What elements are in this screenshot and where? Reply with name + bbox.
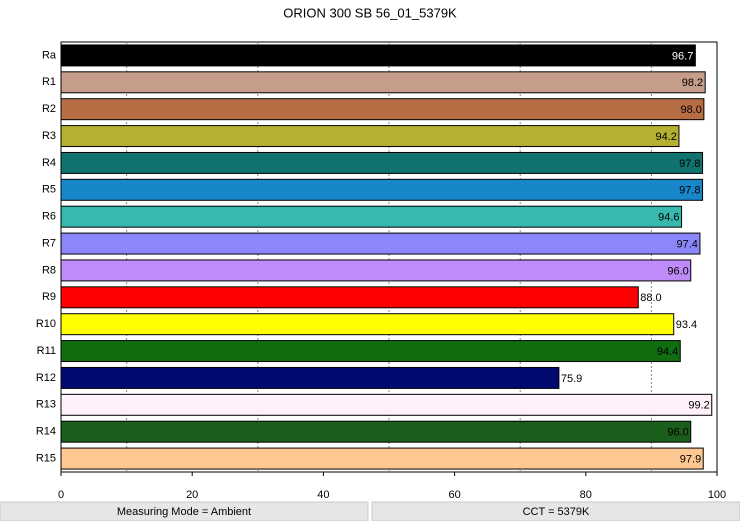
value-label: 99.2 xyxy=(688,400,709,412)
x-tick-label: 100 xyxy=(708,489,726,501)
bar xyxy=(60,44,696,67)
y-tick-label: R5 xyxy=(42,184,56,196)
y-tick-label: R1 xyxy=(42,76,56,88)
bar xyxy=(60,340,681,363)
value-label: 97.9 xyxy=(680,453,701,465)
bar xyxy=(60,420,692,443)
bar xyxy=(60,125,680,148)
y-tick-label: R7 xyxy=(42,237,56,249)
y-tick-label: R2 xyxy=(42,103,56,115)
bar xyxy=(60,286,639,309)
y-tick-label: R14 xyxy=(36,426,56,438)
bar xyxy=(60,447,704,470)
bar xyxy=(60,366,560,389)
bar xyxy=(60,313,675,336)
y-tick-label: R6 xyxy=(42,211,56,223)
value-label: 96.0 xyxy=(667,265,688,277)
value-label: 97.8 xyxy=(679,185,700,197)
footer-text: CCT = 5379K xyxy=(523,506,590,518)
bar xyxy=(60,232,701,255)
value-label: 96.7 xyxy=(672,50,693,62)
value-label: 98.2 xyxy=(682,77,703,89)
y-tick-label: R8 xyxy=(42,264,56,276)
footer-text: Measuring Mode = Ambient xyxy=(117,506,251,518)
y-tick-label: R4 xyxy=(42,157,56,169)
value-label: 94.4 xyxy=(657,346,678,358)
y-tick-label: R15 xyxy=(36,452,56,464)
y-tick-label: R10 xyxy=(36,318,56,330)
x-tick-label: 40 xyxy=(317,489,329,501)
bar xyxy=(60,205,683,228)
x-tick-label: 0 xyxy=(58,489,64,501)
footer-cell xyxy=(0,501,369,521)
y-tick-label: R12 xyxy=(36,372,56,384)
bar xyxy=(60,151,704,174)
y-tick-label: R11 xyxy=(37,345,56,357)
value-label: 98.0 xyxy=(680,104,701,116)
x-tick-label: 20 xyxy=(186,489,198,501)
value-label: 94.6 xyxy=(658,212,679,224)
x-tick-label: 80 xyxy=(580,489,592,501)
x-tick-label: 60 xyxy=(448,489,460,501)
y-tick-label: R3 xyxy=(42,130,56,142)
value-label: 96.0 xyxy=(667,427,688,439)
bar xyxy=(60,259,692,282)
value-label: 93.4 xyxy=(676,319,697,331)
y-tick-label: Ra xyxy=(42,49,57,61)
footer-cell xyxy=(371,501,740,521)
chart-title: ORION 300 SB 56_01_5379K xyxy=(283,5,457,20)
y-tick-label: R9 xyxy=(42,291,56,303)
value-label: 88.0 xyxy=(640,292,661,304)
bar xyxy=(60,393,713,416)
bar xyxy=(60,71,706,94)
y-tick-label: R13 xyxy=(36,399,56,411)
value-label: 97.4 xyxy=(677,238,698,250)
value-label: 94.2 xyxy=(656,131,677,143)
bar xyxy=(60,178,704,201)
bar xyxy=(60,98,705,121)
value-label: 75.9 xyxy=(561,373,582,385)
value-label: 97.8 xyxy=(679,158,700,170)
